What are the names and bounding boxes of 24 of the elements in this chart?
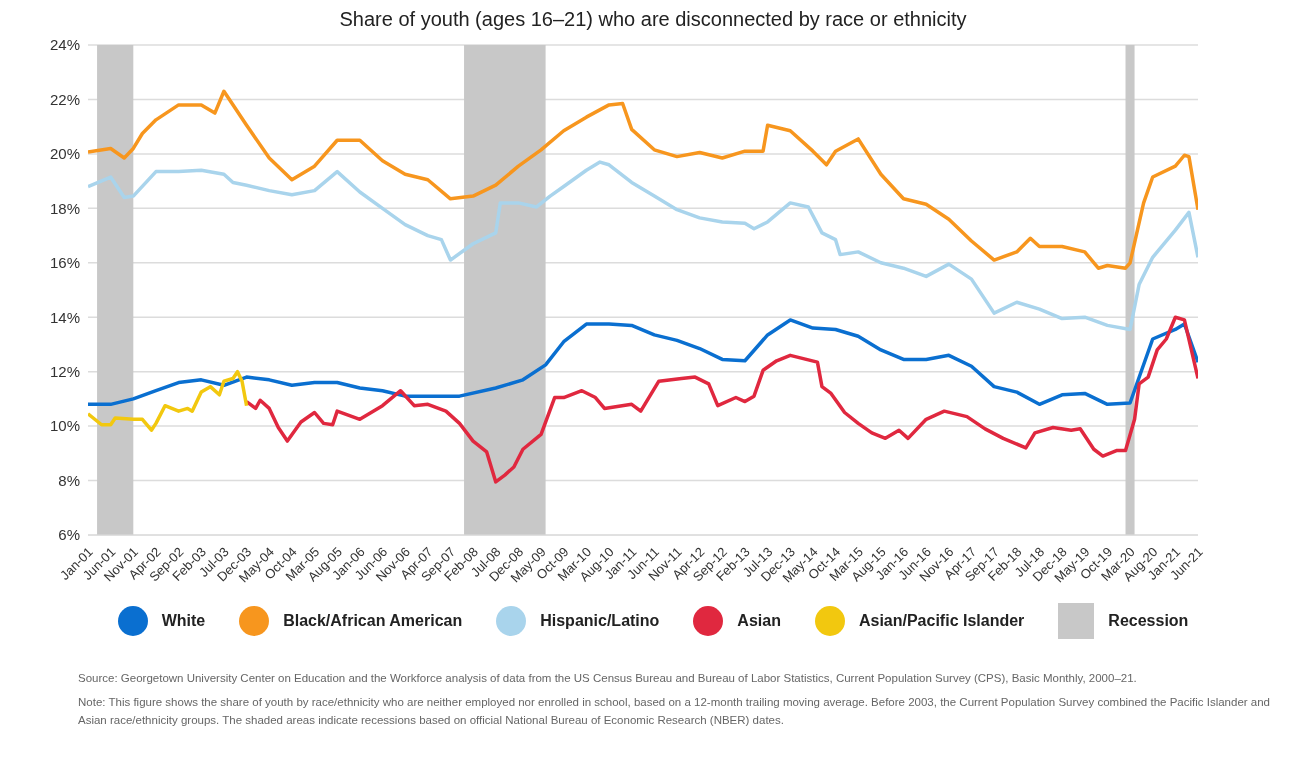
y-tick-label: 20% bbox=[49, 145, 80, 163]
source-note: Source: Georgetown University Center on Education and the Workforce analysis of data from the US Census Bureau and Bureau of Labor Statistics, Current Population Survey (CPS), Basic Monthly, 2000–21. bbox=[78, 671, 1138, 686]
y-tick-label: 6% bbox=[58, 526, 80, 544]
y-tick-label: 10% bbox=[49, 417, 80, 435]
line-series bbox=[88, 318, 1198, 407]
legend-label: Asian bbox=[737, 612, 781, 630]
legend-label: Recession bbox=[1108, 612, 1189, 630]
legend-label: White bbox=[161, 612, 206, 630]
y-tick-label: 12% bbox=[49, 362, 80, 380]
y-tick-label: 14% bbox=[49, 308, 80, 326]
line-series bbox=[88, 89, 1198, 270]
legend-label: Black/African American bbox=[283, 612, 463, 630]
legend-label: Asian/Pacific Islander bbox=[858, 612, 1025, 630]
text: Note: This figure shows the share of youth by race/ethnicity who are neither employed nor enrolled in school, based on a 12-month trailing moving average. Before 2003, the Current Population Survey combined the Pacific Islander and Asian race/ethnicity groups. The shaded areas indicate recessions based on official National Bureau of Economic Research (NBER) dates. bbox=[78, 695, 1271, 728]
line-series bbox=[88, 369, 249, 432]
y-tick-label: 16% bbox=[49, 254, 80, 272]
chart-title: Share of youth (ages 16–21) who are disconnected by race or ethnicity bbox=[338, 8, 968, 31]
y-tick-label: 8% bbox=[58, 471, 80, 489]
legend-label: Hispanic/Latino bbox=[540, 612, 660, 630]
y-tick-label: 24% bbox=[49, 36, 80, 54]
y-tick-label: 22% bbox=[49, 90, 80, 108]
y-tick-label: 18% bbox=[49, 199, 80, 217]
line-series bbox=[244, 315, 1198, 484]
line-series bbox=[88, 160, 1198, 332]
